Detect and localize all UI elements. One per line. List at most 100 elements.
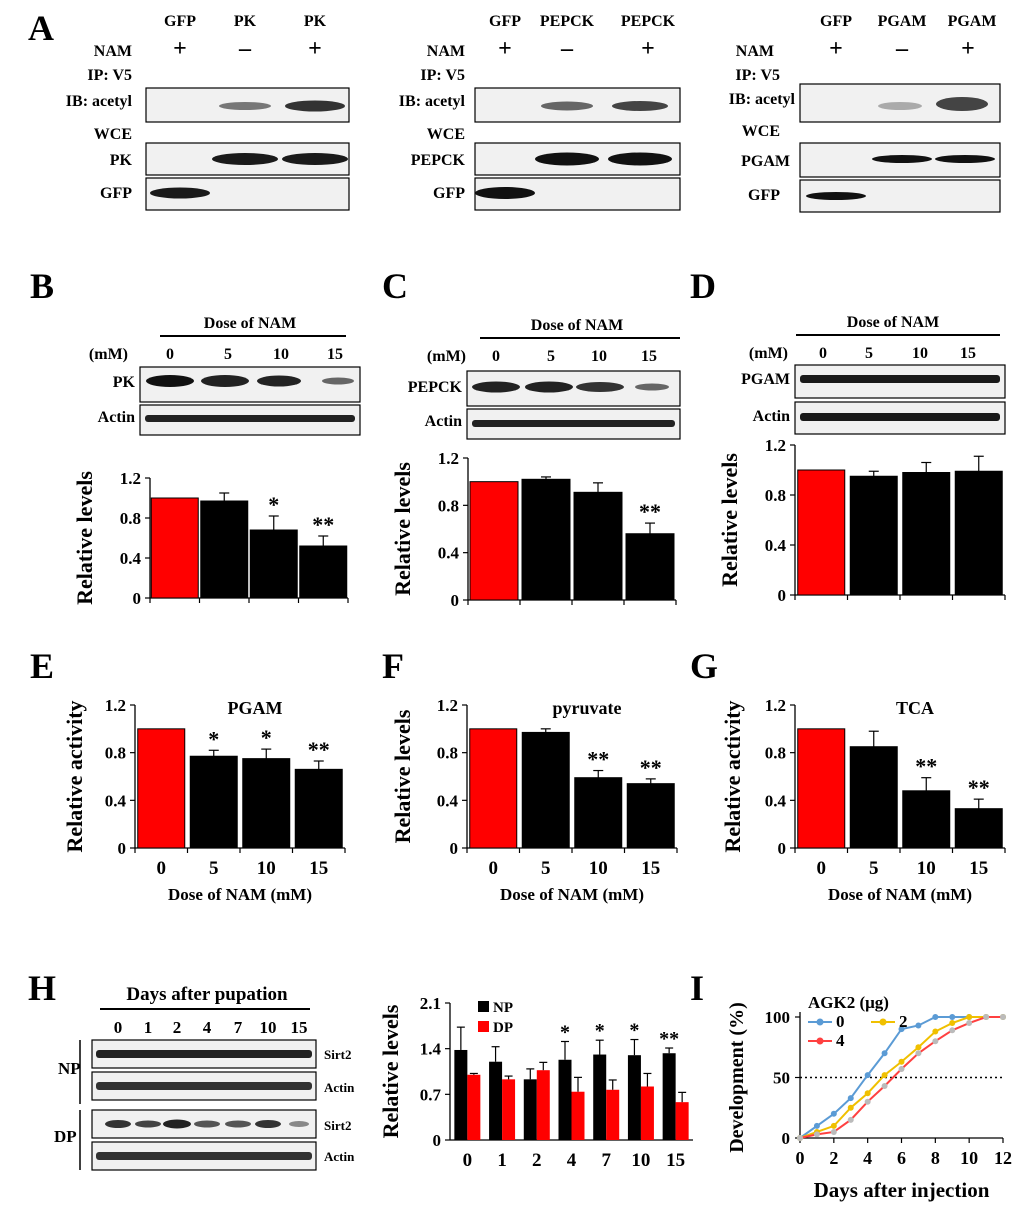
nam-label: NAM [427, 43, 465, 60]
bar [523, 1079, 537, 1140]
x-tick-label: 10 [917, 858, 936, 879]
protein-label: PK [113, 374, 136, 391]
bar [469, 728, 518, 849]
legend-marker [879, 1018, 887, 1026]
data-point [915, 1044, 922, 1051]
band [872, 155, 932, 163]
data-point [864, 1098, 871, 1105]
days-title: Days after pupation [126, 984, 288, 1005]
group-label-dp: DP [54, 1127, 77, 1146]
x-tick-label: 15 [969, 858, 988, 879]
x-tick-label: 0 [817, 858, 827, 879]
data-point [966, 1020, 973, 1027]
bar [640, 1086, 654, 1140]
data-point [983, 1014, 990, 1020]
band [285, 100, 345, 112]
data-point [881, 1072, 888, 1079]
gfp-label: GFP [100, 185, 132, 202]
y-tick-label: 0 [450, 839, 459, 858]
x-tick-label: 1 [497, 1150, 507, 1171]
chart-title: TCA [896, 698, 934, 718]
y-tick-label: 0.4 [765, 536, 787, 555]
y-tick-label: 0.8 [438, 496, 459, 515]
bar [249, 529, 298, 599]
dose-title: Dose of NAM [531, 317, 623, 334]
band [576, 382, 624, 392]
data-point [881, 1082, 888, 1089]
y-tick-label: 0 [778, 586, 787, 605]
lane-label: GFP [820, 13, 852, 30]
data-point [898, 1066, 905, 1073]
y-axis-label: Relative levels [390, 462, 415, 596]
band [212, 153, 278, 165]
x-tick-label: 15 [666, 1150, 685, 1171]
bar [467, 1074, 481, 1140]
lane-label: GFP [489, 13, 521, 30]
bar [294, 768, 343, 849]
bar [675, 1102, 689, 1140]
bar [593, 1054, 607, 1140]
data-point [813, 1131, 820, 1138]
day-label: 4 [203, 1018, 212, 1037]
x-tick-label: 10 [960, 1148, 978, 1168]
band [322, 377, 354, 385]
x-tick-label: 0 [796, 1148, 805, 1168]
y-tick-label: 0.4 [438, 544, 460, 563]
data-point [813, 1122, 820, 1129]
bar [200, 500, 249, 599]
protein-label: PGAM [741, 153, 790, 170]
panel-label-f: F [382, 646, 404, 686]
y-axis-label: Relative activity [62, 700, 87, 852]
bar [469, 481, 519, 601]
lane-label: PGAM [878, 13, 927, 30]
band [289, 1121, 309, 1127]
band [201, 375, 249, 387]
row-label: Sirt2 [324, 1118, 351, 1133]
bar [625, 533, 675, 601]
y-tick-label: 0.4 [765, 791, 787, 810]
band [878, 102, 922, 110]
band [219, 102, 271, 110]
bar [489, 1061, 503, 1140]
x-axis-label: Dose of NAM (mM) [828, 885, 972, 904]
chart-g: 0 0.4 0.8 1.2 0 5 ** 10 ** 15 Relative activity Dos… [720, 696, 1006, 904]
band [936, 97, 988, 111]
protein-label: PEPCK [411, 152, 466, 169]
y-tick-label: 1.2 [765, 696, 786, 715]
significance-mark: ** [915, 754, 937, 779]
bar [299, 545, 348, 599]
significance-mark: ** [587, 747, 609, 772]
data-point [881, 1050, 888, 1057]
y-tick-label: 0 [118, 839, 127, 858]
data-point [949, 1020, 956, 1027]
day-label: 0 [114, 1018, 123, 1037]
dose-label: 0 [166, 346, 174, 363]
panel-a-blot-3: GFP PGAM PGAM NAM + – + IP: V5 IB: acety… [729, 13, 1001, 213]
y-tick-label: 0 [451, 591, 460, 610]
loading-label: Actin [425, 413, 462, 430]
row-label: Actin [324, 1080, 355, 1095]
y-tick-label: 0.8 [765, 486, 786, 505]
significance-mark: ** [659, 1028, 679, 1050]
bar [521, 478, 571, 601]
significance-mark: * [560, 1021, 570, 1043]
bar [558, 1059, 572, 1140]
lane-label: PEPCK [621, 13, 676, 30]
bar [571, 1091, 585, 1140]
y-tick-label: 0 [433, 1131, 442, 1150]
band [472, 381, 520, 393]
x-axis-label: Dose of NAM (mM) [168, 885, 312, 904]
bar [189, 755, 238, 849]
x-axis-label: Dose of NAM (mM) [500, 885, 644, 904]
ib-label: IB: acetyl [729, 91, 796, 108]
blot-box [799, 179, 1001, 213]
bar [626, 783, 675, 849]
bar [242, 758, 291, 849]
bar [454, 1049, 468, 1140]
panel-c-blot: Dose of NAM (mM) 0 5 10 15 PEPCK Actin [408, 317, 681, 440]
data-point [830, 1110, 837, 1117]
nam-sign: + [829, 36, 843, 62]
y-tick-label: 0.4 [105, 791, 127, 810]
dose-label: 5 [547, 348, 555, 365]
